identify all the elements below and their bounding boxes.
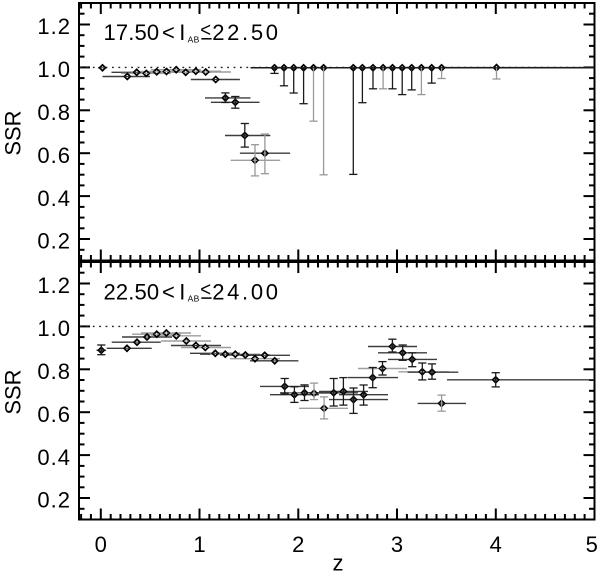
svg-text:I: I	[179, 20, 185, 45]
svg-text:3: 3	[391, 532, 403, 557]
svg-text:4: 4	[490, 532, 502, 557]
svg-text:22.50: 22.50	[212, 20, 281, 45]
svg-text:2: 2	[292, 532, 304, 557]
svg-text:AB: AB	[188, 34, 200, 44]
svg-text:I: I	[179, 280, 185, 305]
svg-text:1.2: 1.2	[37, 273, 71, 298]
svg-text:1.2: 1.2	[37, 14, 71, 39]
svg-text:0.8: 0.8	[37, 359, 71, 384]
svg-text:<: <	[200, 19, 211, 42]
svg-text:<: <	[162, 280, 175, 305]
svg-text:0.8: 0.8	[37, 100, 71, 125]
svg-text:0.6: 0.6	[37, 402, 71, 427]
svg-text:22.50: 22.50	[104, 280, 160, 305]
svg-text:<: <	[162, 20, 175, 45]
svg-text:5: 5	[586, 532, 598, 557]
svg-text:0.6: 0.6	[37, 143, 71, 168]
svg-text:0.4: 0.4	[37, 445, 71, 470]
svg-text:0.2: 0.2	[37, 229, 71, 254]
svg-text:24.00: 24.00	[212, 280, 281, 305]
svg-text:17.50: 17.50	[104, 20, 160, 45]
svg-text:1.0: 1.0	[37, 316, 71, 341]
svg-text:<: <	[200, 278, 211, 301]
svg-text:0.4: 0.4	[37, 186, 71, 211]
svg-text:z: z	[333, 551, 344, 576]
svg-text:0.2: 0.2	[37, 488, 71, 513]
svg-text:0: 0	[95, 532, 107, 557]
svg-text:SSR: SSR	[1, 369, 26, 414]
svg-text:AB: AB	[188, 294, 200, 304]
svg-text:SSR: SSR	[1, 110, 26, 155]
svg-text:1.0: 1.0	[37, 57, 71, 82]
svg-text:1: 1	[193, 532, 205, 557]
